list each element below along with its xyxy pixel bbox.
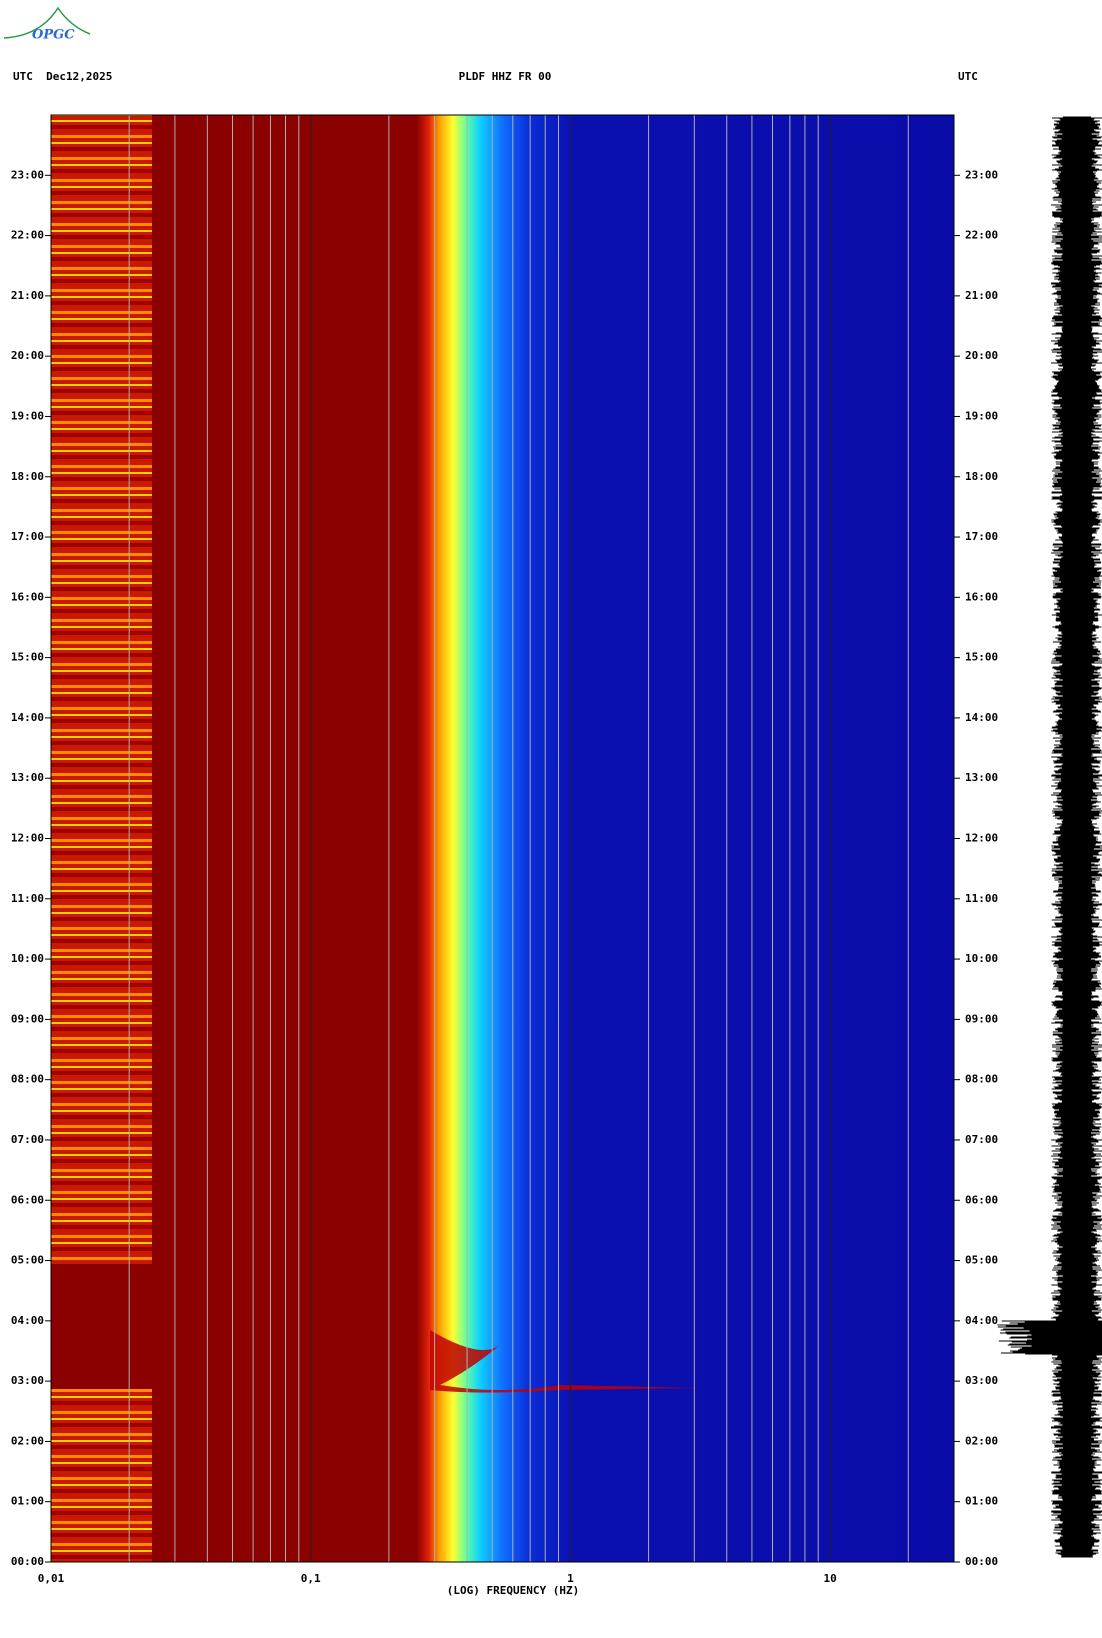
y-tick-label: 05:00 <box>11 1254 44 1267</box>
x-tick-label: 0,01 <box>38 1572 65 1585</box>
y-tick-label: 07:00 <box>11 1133 44 1146</box>
x-tick-label: 10 <box>823 1572 836 1585</box>
spectrogram <box>51 115 954 1562</box>
y-tick-label: 23:00 <box>965 168 998 181</box>
y-tick-label: 17:00 <box>11 530 44 543</box>
y-tick-label: 12:00 <box>965 832 998 845</box>
y-tick-label: 00:00 <box>11 1555 44 1568</box>
y-tick-label: 07:00 <box>965 1133 998 1146</box>
plot-frame <box>50 114 955 1563</box>
y-tick-label: 03:00 <box>965 1374 998 1387</box>
y-tick-label: 13:00 <box>965 771 998 784</box>
y-tick-label: 10:00 <box>11 952 44 965</box>
y-tick-label: 04:00 <box>11 1314 44 1327</box>
y-tick-label: 06:00 <box>965 1193 998 1206</box>
header-left: UTC Dec12,2025 <box>13 70 112 83</box>
y-tick-label: 01:00 <box>965 1495 998 1508</box>
spectrogram-image <box>51 115 954 1562</box>
y-tick-label: 12:00 <box>11 832 44 845</box>
y-tick-label: 22:00 <box>11 229 44 242</box>
y-tick-label: 11:00 <box>965 892 998 905</box>
y-tick-label: 10:00 <box>965 952 998 965</box>
y-tick-label: 22:00 <box>965 229 998 242</box>
x-tick-label: 0,1 <box>301 1572 321 1585</box>
y-tick-label: 13:00 <box>11 771 44 784</box>
y-tick-label: 15:00 <box>11 651 44 664</box>
y-tick-label: 20:00 <box>965 349 998 362</box>
header-center: PLDF HHZ FR 00 <box>459 70 552 83</box>
y-tick-label: 01:00 <box>11 1495 44 1508</box>
spectrogram-band <box>51 1264 152 1389</box>
y-tick-label: 09:00 <box>965 1012 998 1025</box>
y-tick-label: 03:00 <box>11 1374 44 1387</box>
y-tick-label: 14:00 <box>965 711 998 724</box>
y-tick-label: 16:00 <box>11 590 44 603</box>
y-tick-label: 02:00 <box>11 1434 44 1447</box>
y-tick-label: 00:00 <box>965 1555 998 1568</box>
y-tick-label: 05:00 <box>965 1254 998 1267</box>
x-tick-label: 1 <box>567 1572 574 1585</box>
x-axis-label: (LOG) FREQUENCY (HZ) <box>447 1584 579 1597</box>
y-tick-label: 19:00 <box>965 409 998 422</box>
header-right: UTC <box>958 70 978 83</box>
trace-line <box>997 116 1102 1558</box>
y-tick-label: 18:00 <box>965 470 998 483</box>
y-tick-label: 21:00 <box>965 289 998 302</box>
y-tick-label: 19:00 <box>11 409 44 422</box>
y-tick-label: 15:00 <box>965 651 998 664</box>
y-tick-label: 17:00 <box>965 530 998 543</box>
y-tick-label: 16:00 <box>965 590 998 603</box>
y-tick-label: 18:00 <box>11 470 44 483</box>
y-tick-label: 08:00 <box>965 1073 998 1086</box>
y-tick-label: 02:00 <box>965 1434 998 1447</box>
y-tick-label: 06:00 <box>11 1193 44 1206</box>
y-tick-label: 11:00 <box>11 892 44 905</box>
y-tick-label: 21:00 <box>11 289 44 302</box>
y-tick-label: 14:00 <box>11 711 44 724</box>
logo: OPGC <box>3 6 91 43</box>
logo-text: OPGC <box>32 28 75 43</box>
y-tick-label: 23:00 <box>11 168 44 181</box>
y-tick-label: 04:00 <box>965 1314 998 1327</box>
y-tick-label: 09:00 <box>11 1012 44 1025</box>
y-tick-label: 08:00 <box>11 1073 44 1086</box>
seismogram <box>997 116 1102 1558</box>
y-tick-label: 20:00 <box>11 349 44 362</box>
